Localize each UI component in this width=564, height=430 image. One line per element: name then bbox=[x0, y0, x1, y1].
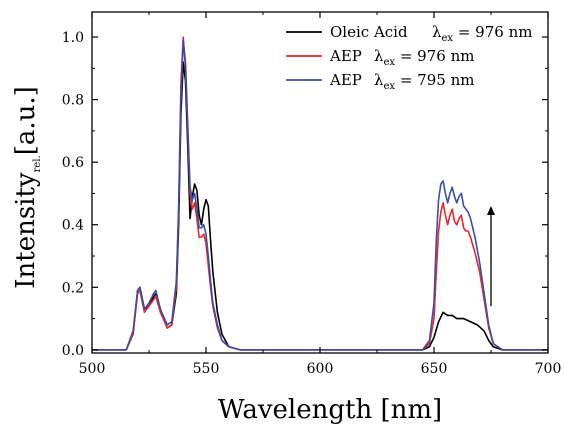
annotation-arrow-head bbox=[487, 205, 495, 215]
y-axis-title-unit: [a.u.] bbox=[11, 86, 41, 155]
y-tick-label-3: 0.6 bbox=[62, 155, 84, 171]
y-axis-title: Intensityrel.[a.u.] bbox=[11, 86, 43, 289]
x-tick-label-3: 650 bbox=[421, 361, 448, 377]
legend-lambda-symbol-0: λ bbox=[432, 23, 442, 41]
axis-ticks: 500 550 600 650 700 0.0 0.2 0.4 0.6 0.8 1.0 bbox=[62, 12, 562, 377]
legend-lambda-sub-2: ex bbox=[384, 81, 396, 92]
series-lines bbox=[92, 36, 548, 351]
legend-lambda-2: λex = 795 nm bbox=[374, 71, 474, 92]
annotation-arrow bbox=[487, 205, 495, 307]
legend-lambda-value-1: = 976 nm bbox=[395, 47, 474, 65]
legend-lambda-sub-1: ex bbox=[384, 57, 396, 68]
legend-label-1: AEP bbox=[329, 47, 362, 65]
x-tick-label-4: 700 bbox=[535, 361, 562, 377]
y-tick-label-1: 0.2 bbox=[62, 280, 84, 296]
y-axis-title-main: Intensity bbox=[11, 172, 41, 289]
legend-lambda-1: λex = 976 nm bbox=[374, 47, 474, 68]
legend-lambda-sub-0: ex bbox=[442, 33, 454, 44]
y-tick-label-0: 0.0 bbox=[62, 343, 84, 359]
x-tick-label-2: 600 bbox=[307, 361, 334, 377]
y-tick-label-2: 0.4 bbox=[62, 218, 84, 234]
legend-lambda-0: λex = 976 nm bbox=[432, 23, 532, 44]
legend-lambda-symbol-2: λ bbox=[374, 71, 384, 89]
legend-lambda-symbol-1: λ bbox=[374, 47, 384, 65]
y-tick-label-5: 1.0 bbox=[62, 30, 84, 46]
series-line-1 bbox=[92, 36, 548, 351]
y-axis-title-sub: rel. bbox=[32, 155, 43, 172]
x-tick-label-0: 500 bbox=[79, 361, 106, 377]
series-line-2 bbox=[92, 39, 548, 351]
legend-label-0: Oleic Acid bbox=[330, 23, 408, 41]
y-tick-label-4: 0.8 bbox=[62, 93, 84, 109]
legend-label-2: AEP bbox=[329, 71, 362, 89]
plot-frame bbox=[91, 11, 549, 354]
x-tick-label-1: 550 bbox=[193, 361, 220, 377]
legend-lambda-value-2: = 795 nm bbox=[395, 71, 474, 89]
legend-lambda-value-0: = 976 nm bbox=[453, 23, 532, 41]
x-axis-title: Wavelength [nm] bbox=[218, 395, 442, 425]
